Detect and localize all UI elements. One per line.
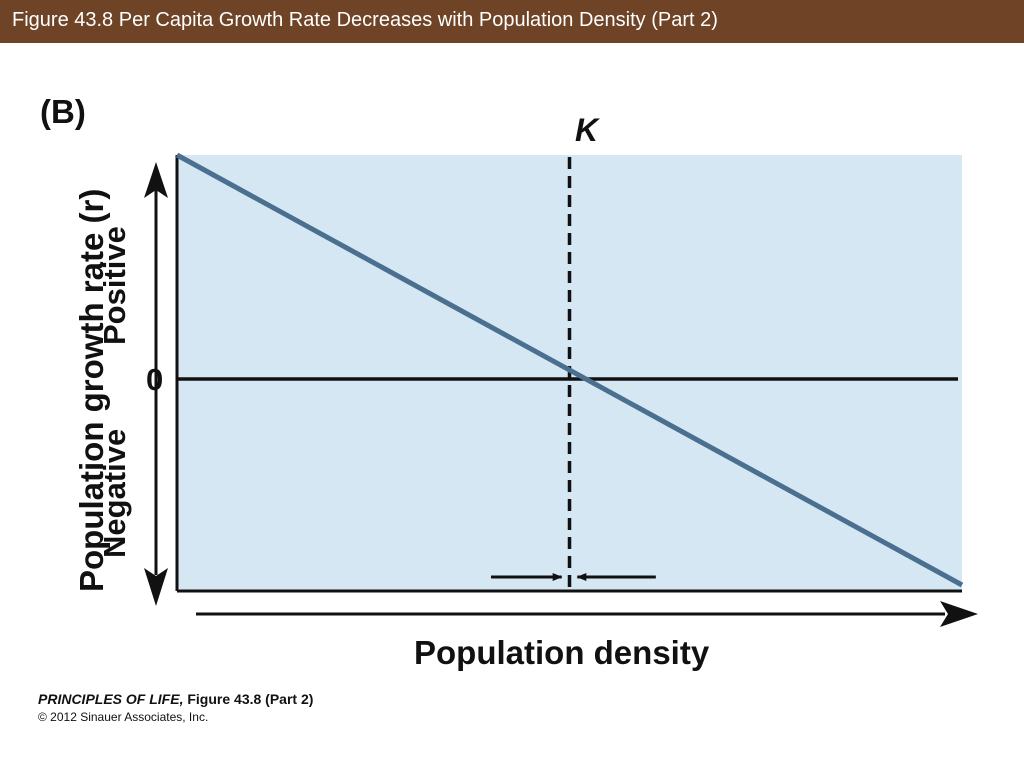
title-bar: Figure 43.8 Per Capita Growth Rate Decre… <box>0 0 1024 43</box>
y-axis-positive-label: Positive <box>97 226 132 345</box>
credit-copyright: © 2012 Sinauer Associates, Inc. <box>38 710 209 724</box>
x-axis-arrowhead <box>940 601 978 627</box>
y-tick-zero: 0 <box>146 362 164 397</box>
credit-book-title: PRINCIPLES OF LIFE, <box>38 691 184 707</box>
y-axis-negative-label: Negative <box>97 428 132 558</box>
panel-label: (B) <box>40 93 86 130</box>
credit-book: PRINCIPLES OF LIFE, Figure 43.8 (Part 2) <box>38 691 313 707</box>
y-axis-arrowhead-down <box>144 568 168 606</box>
y-axis-arrowhead-up <box>144 162 168 198</box>
page-title: Figure 43.8 Per Capita Growth Rate Decre… <box>12 9 718 31</box>
growth-rate-line <box>175 152 964 588</box>
x-axis-label: Population density <box>414 634 710 671</box>
credit-figure: Figure 43.8 (Part 2) <box>187 691 314 707</box>
carrying-capacity-label: K <box>575 112 599 148</box>
